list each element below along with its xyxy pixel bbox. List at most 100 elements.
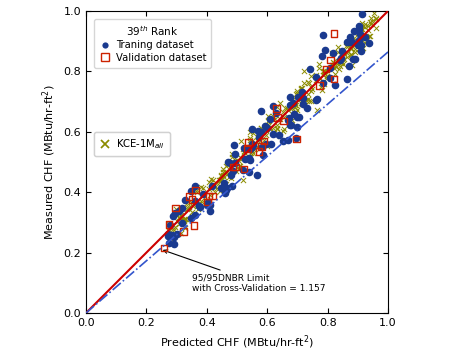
- KCE-1M$_{all}$: [315, 65, 323, 71]
- Traning dataset: [356, 32, 364, 37]
- KCE-1M$_{all}$: [283, 106, 291, 111]
- KCE-1M$_{all}$: [263, 122, 271, 128]
- KCE-1M$_{all}$: [214, 182, 222, 187]
- KCE-1M$_{all}$: [332, 60, 339, 66]
- Traning dataset: [217, 185, 225, 190]
- Traning dataset: [231, 151, 239, 157]
- KCE-1M$_{all}$: [330, 65, 337, 71]
- KCE-1M$_{all}$: [255, 134, 262, 140]
- KCE-1M$_{all}$: [291, 102, 299, 108]
- Traning dataset: [338, 48, 346, 54]
- KCE-1M$_{all}$: [246, 144, 253, 150]
- KCE-1M$_{all}$: [177, 230, 185, 236]
- KCE-1M$_{all}$: [261, 137, 268, 143]
- KCE-1M$_{all}$: [194, 206, 202, 212]
- KCE-1M$_{all}$: [247, 150, 255, 156]
- KCE-1M$_{all}$: [347, 52, 355, 58]
- KCE-1M$_{all}$: [355, 46, 363, 52]
- KCE-1M$_{all}$: [292, 109, 300, 115]
- KCE-1M$_{all}$: [255, 137, 263, 143]
- KCE-1M$_{all}$: [295, 96, 302, 102]
- Validation dataset: [273, 106, 281, 111]
- KCE-1M$_{all}$: [211, 189, 219, 194]
- KCE-1M$_{all}$: [175, 221, 183, 227]
- Traning dataset: [170, 234, 178, 240]
- Traning dataset: [191, 183, 199, 188]
- Validation dataset: [260, 138, 268, 144]
- Validation dataset: [185, 193, 192, 199]
- KCE-1M$_{all}$: [172, 207, 180, 212]
- Traning dataset: [293, 124, 301, 130]
- KCE-1M$_{all}$: [217, 177, 225, 183]
- KCE-1M$_{all}$: [248, 141, 256, 147]
- KCE-1M$_{all}$: [308, 84, 315, 90]
- Traning dataset: [245, 155, 253, 161]
- KCE-1M$_{all}$: [298, 87, 305, 92]
- KCE-1M$_{all}$: [366, 19, 374, 25]
- KCE-1M$_{all}$: [298, 86, 305, 91]
- KCE-1M$_{all}$: [372, 25, 380, 30]
- Validation dataset: [322, 66, 329, 72]
- Traning dataset: [178, 220, 185, 226]
- Traning dataset: [164, 232, 172, 237]
- KCE-1M$_{all}$: [357, 25, 365, 30]
- KCE-1M$_{all}$: [236, 164, 244, 169]
- KCE-1M$_{all}$: [270, 131, 277, 136]
- KCE-1M$_{all}$: [362, 40, 369, 45]
- KCE-1M$_{all}$: [296, 92, 303, 98]
- KCE-1M$_{all}$: [254, 144, 262, 150]
- Traning dataset: [168, 232, 175, 238]
- KCE-1M$_{all}$: [175, 214, 183, 220]
- KCE-1M$_{all}$: [227, 175, 235, 181]
- KCE-1M$_{all}$: [267, 125, 274, 131]
- Traning dataset: [355, 37, 363, 43]
- Traning dataset: [225, 159, 232, 165]
- Traning dataset: [167, 222, 174, 228]
- Traning dataset: [286, 102, 293, 108]
- KCE-1M$_{all}$: [323, 73, 331, 79]
- KCE-1M$_{all}$: [372, 15, 380, 20]
- Traning dataset: [284, 137, 292, 143]
- KCE-1M$_{all}$: [172, 224, 179, 229]
- Traning dataset: [292, 135, 300, 141]
- Traning dataset: [187, 215, 194, 221]
- KCE-1M$_{all}$: [301, 102, 309, 108]
- KCE-1M$_{all}$: [319, 87, 326, 93]
- KCE-1M$_{all}$: [308, 86, 316, 91]
- KCE-1M$_{all}$: [207, 176, 214, 182]
- Traning dataset: [206, 208, 214, 213]
- KCE-1M$_{all}$: [328, 59, 336, 65]
- Validation dataset: [327, 57, 335, 63]
- KCE-1M$_{all}$: [262, 132, 269, 138]
- KCE-1M$_{all}$: [293, 107, 301, 113]
- KCE-1M$_{all}$: [370, 10, 377, 15]
- KCE-1M$_{all}$: [235, 163, 243, 169]
- KCE-1M$_{all}$: [189, 203, 197, 209]
- KCE-1M$_{all}$: [361, 21, 369, 27]
- Traning dataset: [358, 11, 366, 16]
- KCE-1M$_{all}$: [240, 149, 247, 155]
- KCE-1M$_{all}$: [372, 16, 380, 22]
- KCE-1M$_{all}$: [181, 218, 188, 224]
- KCE-1M$_{all}$: [164, 232, 172, 237]
- KCE-1M$_{all}$: [216, 188, 224, 194]
- KCE-1M$_{all}$: [169, 238, 177, 243]
- Traning dataset: [171, 242, 178, 247]
- KCE-1M$_{all}$: [246, 145, 253, 151]
- Traning dataset: [275, 132, 283, 137]
- KCE-1M$_{all}$: [333, 59, 341, 64]
- KCE-1M$_{all}$: [183, 206, 191, 212]
- KCE-1M$_{all}$: [328, 62, 336, 68]
- Validation dataset: [240, 166, 248, 172]
- KCE-1M$_{all}$: [367, 15, 374, 21]
- KCE-1M$_{all}$: [246, 129, 254, 135]
- KCE-1M$_{all}$: [249, 150, 257, 156]
- Traning dataset: [246, 157, 254, 163]
- KCE-1M$_{all}$: [356, 29, 364, 35]
- KCE-1M$_{all}$: [336, 63, 343, 69]
- KCE-1M$_{all}$: [288, 103, 296, 108]
- KCE-1M$_{all}$: [255, 131, 263, 137]
- KCE-1M$_{all}$: [251, 146, 259, 151]
- Traning dataset: [257, 129, 264, 135]
- Traning dataset: [209, 183, 216, 189]
